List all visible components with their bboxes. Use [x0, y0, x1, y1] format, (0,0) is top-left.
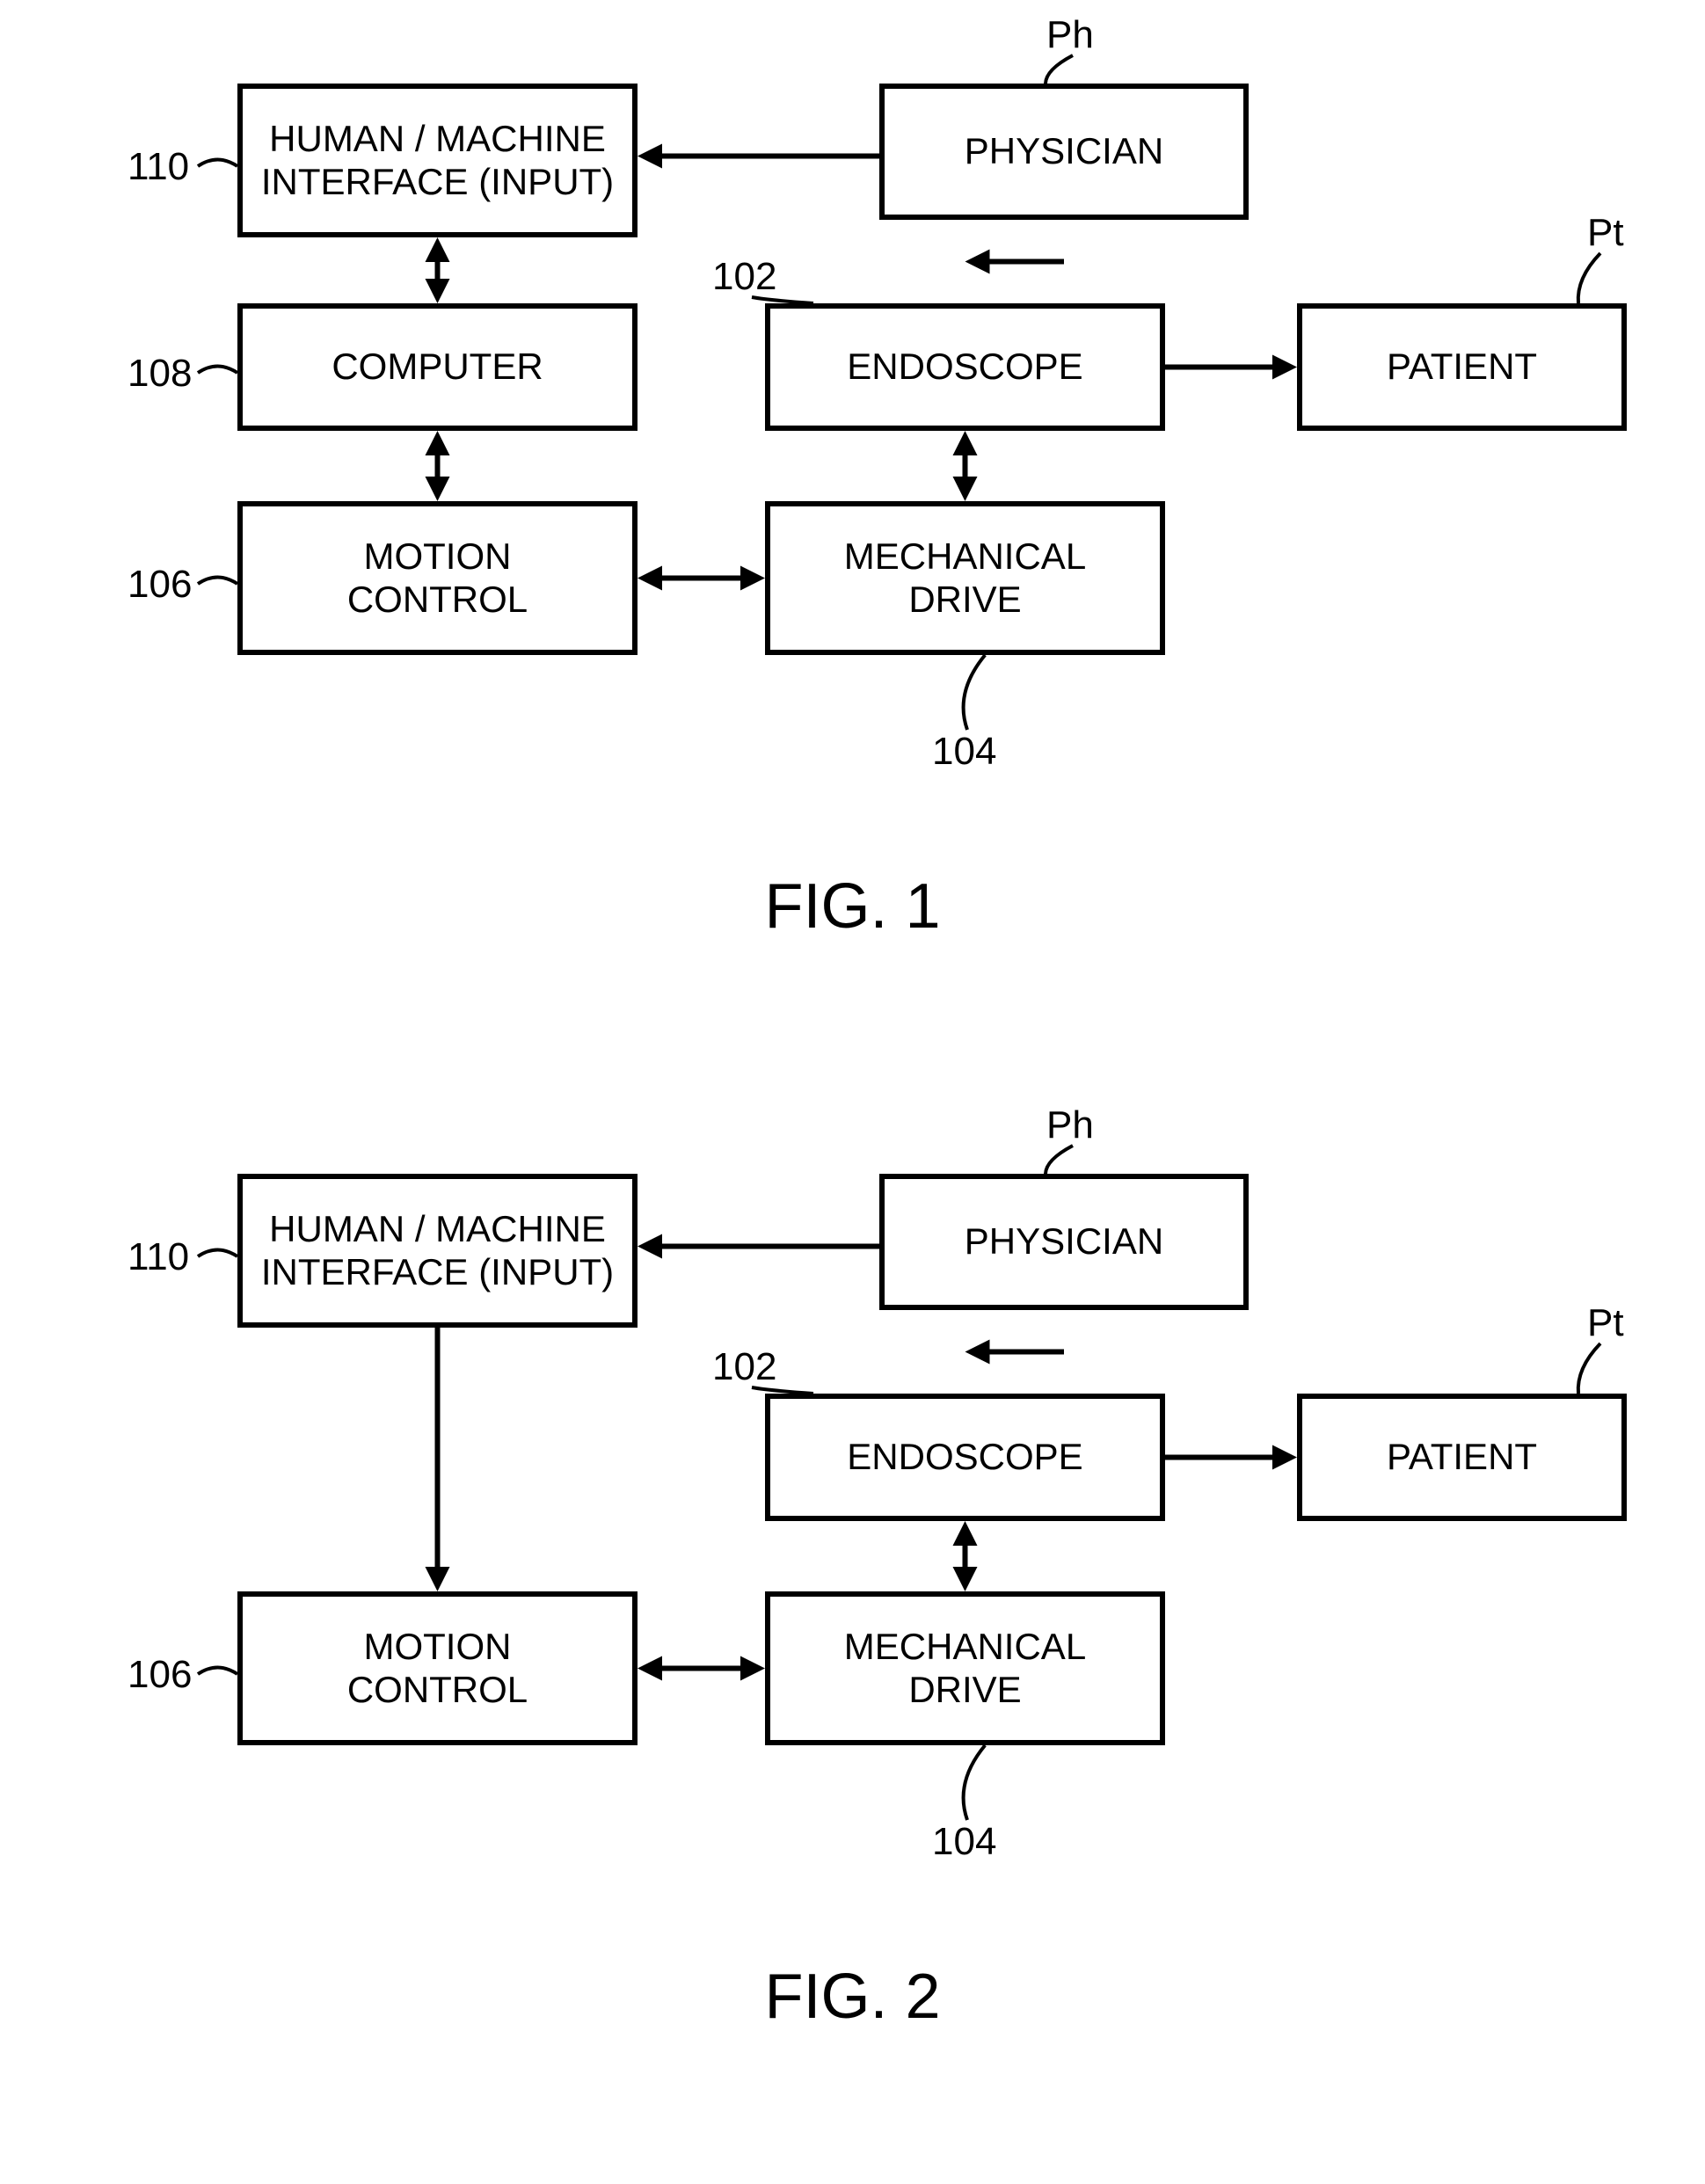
fig2-box-mech: MECHANICAL DRIVE	[765, 1591, 1165, 1745]
fig1-box-hmi: HUMAN / MACHINE INTERFACE (INPUT)	[237, 84, 638, 237]
fig1-box-patient: PATIENT	[1297, 303, 1627, 431]
fig2-box-mech-label: MECHANICAL DRIVE	[844, 1626, 1086, 1711]
fig1-ref-104: 104	[932, 730, 996, 774]
fig2-ref-Pt-text: Pt	[1587, 1301, 1624, 1344]
fig2-box-physician: PHYSICIAN	[879, 1174, 1249, 1310]
fig1-box-endoscope-label: ENDOSCOPE	[847, 346, 1082, 388]
fig2-ref-102-text: 102	[712, 1345, 776, 1388]
fig1-box-endoscope: ENDOSCOPE	[765, 303, 1165, 431]
fig1-caption: FIG. 1	[0, 870, 1705, 943]
fig2-ref-104: 104	[932, 1820, 996, 1864]
fig1-box-computer: COMPUTER	[237, 303, 638, 431]
fig1-ref-106: 106	[128, 563, 192, 607]
fig1-caption-text: FIG. 1	[764, 871, 940, 942]
fig1-ref-104-text: 104	[932, 730, 996, 773]
fig2-box-hmi-label: HUMAN / MACHINE INTERFACE (INPUT)	[261, 1208, 614, 1293]
fig2-ref-104-text: 104	[932, 1820, 996, 1863]
fig2-box-patient: PATIENT	[1297, 1394, 1627, 1521]
fig1-ref-Pt: Pt	[1587, 211, 1624, 255]
fig2-ref-110-text: 110	[128, 1235, 189, 1278]
fig1-ref-108: 108	[128, 352, 192, 396]
fig2-ref-Ph: Ph	[1046, 1103, 1094, 1147]
fig2-box-patient-label: PATIENT	[1387, 1436, 1537, 1478]
fig2-caption-text: FIG. 2	[764, 1962, 940, 2032]
fig2-box-physician-label: PHYSICIAN	[965, 1220, 1163, 1263]
fig2-ref-110: 110	[128, 1235, 189, 1279]
fig2-ref-Ph-text: Ph	[1046, 1103, 1094, 1147]
fig2-ref-102: 102	[712, 1345, 776, 1389]
fig1-box-motion: MOTION CONTROL	[237, 501, 638, 655]
fig2-box-hmi: HUMAN / MACHINE INTERFACE (INPUT)	[237, 1174, 638, 1328]
fig1-box-hmi-label: HUMAN / MACHINE INTERFACE (INPUT)	[261, 118, 614, 203]
fig2-box-motion: MOTION CONTROL	[237, 1591, 638, 1745]
fig1-box-mech-label: MECHANICAL DRIVE	[844, 535, 1086, 621]
fig2-ref-106-text: 106	[128, 1653, 192, 1696]
fig2-box-motion-label: MOTION CONTROL	[347, 1626, 528, 1711]
fig1-ref-Pt-text: Pt	[1587, 211, 1624, 254]
fig1-ref-108-text: 108	[128, 352, 192, 395]
fig1-box-motion-label: MOTION CONTROL	[347, 535, 528, 621]
fig1-box-patient-label: PATIENT	[1387, 346, 1537, 388]
fig2-box-endoscope: ENDOSCOPE	[765, 1394, 1165, 1521]
fig1-ref-110-text: 110	[128, 145, 189, 188]
fig2-box-endoscope-label: ENDOSCOPE	[847, 1436, 1082, 1478]
fig1-ref-102-text: 102	[712, 255, 776, 298]
fig1-ref-Ph-text: Ph	[1046, 13, 1094, 56]
fig1-box-computer-label: COMPUTER	[332, 346, 543, 388]
fig1-box-physician: PHYSICIAN	[879, 84, 1249, 220]
fig2-ref-106: 106	[128, 1653, 192, 1697]
fig1-ref-Ph: Ph	[1046, 13, 1094, 57]
fig2-ref-Pt: Pt	[1587, 1301, 1624, 1345]
fig1-ref-102: 102	[712, 255, 776, 299]
fig2-caption: FIG. 2	[0, 1961, 1705, 2033]
fig1-box-mech: MECHANICAL DRIVE	[765, 501, 1165, 655]
fig1-box-physician-label: PHYSICIAN	[965, 130, 1163, 172]
fig1-ref-110: 110	[128, 145, 189, 189]
fig1-ref-106-text: 106	[128, 563, 192, 606]
